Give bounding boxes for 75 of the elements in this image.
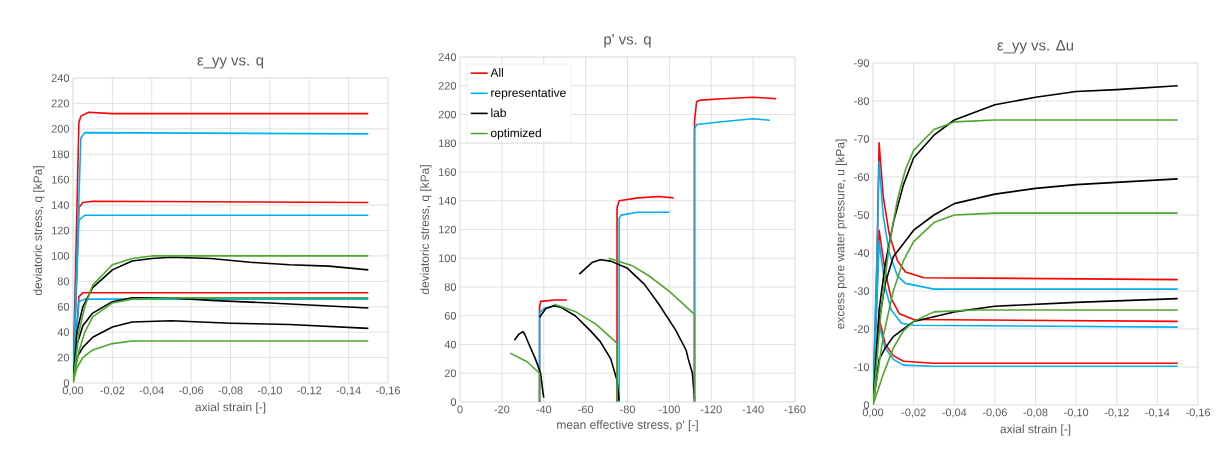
y-tick-label: 160	[52, 175, 70, 184]
y-tick-label: -10	[854, 363, 870, 371]
x-tick-label: -0,06	[982, 408, 1007, 418]
y-tick-label: -90	[854, 59, 870, 67]
legend-label: All	[490, 68, 503, 77]
y-tick-label: -50	[854, 211, 870, 219]
x-tick-label: -100	[658, 405, 680, 414]
x-tick-label: -0,04	[942, 408, 967, 418]
y-tick-label: 100	[439, 254, 457, 263]
y-tick-label: 240	[51, 74, 70, 82]
y-tick-label: 220	[438, 81, 457, 90]
y-tick-label: 180	[439, 139, 457, 148]
x-axis-title: axial strain [-]	[195, 402, 266, 414]
y-tick-label: 120	[439, 225, 457, 234]
x-tick-label: -140	[742, 405, 764, 414]
x-tick-label: -0,10	[1064, 408, 1089, 418]
y-tick-label: -70	[854, 135, 870, 143]
y-tick-label: 80	[444, 283, 457, 291]
legend-label: representative	[491, 88, 566, 100]
x-tick-label: -0,08	[218, 386, 243, 396]
x-tick-label: -80	[620, 405, 635, 414]
y-tick-label: 60	[444, 311, 457, 320]
y-tick-label: 120	[52, 226, 70, 235]
y-tick-label: 60	[57, 302, 70, 311]
y-tick-label: 100	[52, 252, 70, 260]
y-axis-title: deviatoric stress, q [kPa]	[33, 166, 45, 296]
x-tick-label: -0,12	[297, 386, 322, 396]
x-tick-label: -60	[578, 405, 594, 414]
x-tick-label: -0,14	[1145, 408, 1170, 418]
y-tick-label: -40	[854, 249, 870, 257]
x-tick-label: -0,04	[139, 386, 164, 396]
y-tick-label: 20	[444, 369, 457, 378]
y-tick-label: -80	[854, 97, 870, 105]
x-tick-label: -0,06	[179, 386, 204, 396]
x-tick-label: -0,02	[100, 386, 125, 396]
y-tick-label: 140	[439, 196, 457, 205]
chart-title: ε_yy vs. q	[197, 57, 264, 69]
y-tick-label: 200	[438, 110, 457, 119]
y-tick-label: -60	[854, 173, 870, 181]
chart-title: ε_yy vs. Δu	[997, 40, 1074, 54]
x-tick-label: -0,16	[1186, 408, 1211, 418]
x-tick-label: -0,14	[336, 386, 361, 396]
x-tick-label: 0,00	[62, 386, 84, 396]
x-tick-label: 0	[457, 405, 463, 414]
y-tick-label: 200	[51, 124, 70, 133]
y-tick-label: 0	[63, 379, 70, 387]
x-axis-title: mean effective stress, p' [-]	[557, 420, 698, 432]
y-tick-label: 20	[57, 353, 70, 362]
y-tick-label: 160	[439, 168, 457, 176]
x-tick-label: -0,16	[375, 386, 400, 396]
legend-label: lab	[491, 108, 506, 118]
x-tick-label: -20	[494, 405, 510, 414]
legend-label: optimized	[490, 128, 541, 140]
x-tick-label: -40	[536, 405, 552, 414]
y-tick-label: -20	[854, 325, 870, 333]
chart-title: p' vs. q	[604, 34, 651, 48]
y-tick-label: 220	[51, 99, 70, 108]
y-tick-label: 140	[52, 201, 70, 209]
x-tick-label: -0,02	[901, 408, 926, 418]
x-axis-title: axial strain [-]	[1000, 424, 1071, 436]
x-tick-label: -0,12	[1104, 408, 1129, 418]
x-tick-label: -120	[700, 405, 722, 414]
y-tick-label: 40	[444, 340, 457, 349]
y-tick-label: 80	[57, 277, 70, 286]
y-axis-title: excess pore water pressure, u [kPa]	[835, 139, 847, 329]
x-tick-label: -0,10	[257, 386, 282, 396]
y-tick-label: 40	[57, 328, 70, 337]
y-axis-title: deviatoric stress, q [kPa]	[420, 165, 432, 295]
x-tick-label: 0,00	[862, 408, 884, 418]
y-tick-label: -30	[854, 287, 870, 295]
x-tick-label: -160	[784, 405, 806, 414]
x-tick-label: -0,08	[1023, 408, 1048, 418]
y-tick-label: 240	[438, 53, 457, 61]
y-tick-label: 0	[450, 398, 457, 406]
y-tick-label: 180	[52, 150, 70, 159]
